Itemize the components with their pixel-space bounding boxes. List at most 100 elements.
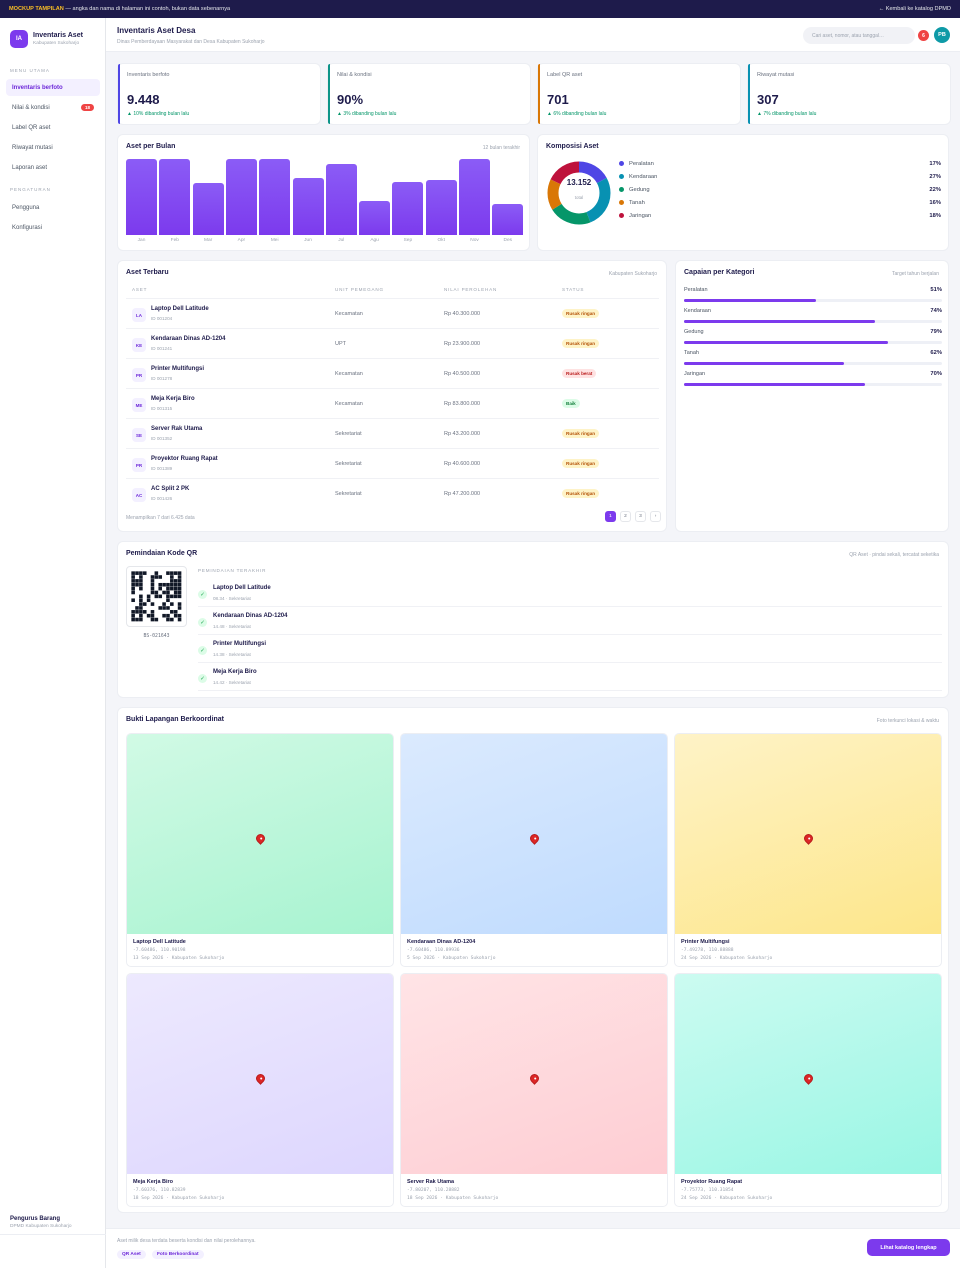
sidebar-item-pengguna[interactable]: Pengguna [12, 204, 40, 211]
progress-track [684, 362, 942, 365]
stat-value: 9.448 [127, 92, 160, 107]
photo-card[interactable]: Printer Multifungsi -7.49278, 110.88888 24… [674, 733, 942, 967]
qr-module [177, 575, 182, 579]
progress-subtitle: Target tahun berjalan [892, 271, 939, 277]
legend-swatch [619, 213, 624, 218]
sidebar-item-riwayat-mutasi[interactable]: Riwayat mutasi [12, 144, 53, 151]
asset-unit: Kecamatan [335, 401, 363, 407]
notification-badge[interactable]: 6 [918, 30, 929, 41]
map-pin-icon [802, 832, 815, 845]
photo-coordinates: -7.80207, 110.28882 [407, 1188, 460, 1193]
sidebar-item-inventaris-berfoto[interactable]: Inventaris berfoto [6, 79, 100, 96]
qr-module [142, 610, 147, 614]
progress-track [684, 383, 942, 386]
bar [225, 159, 257, 235]
legend-percent: 18% [929, 213, 941, 219]
qr-module [154, 575, 159, 579]
sidebar-item-laporan-aset[interactable]: Laporan aset [12, 164, 48, 171]
legend-swatch [619, 174, 624, 179]
qr-module [135, 571, 139, 575]
qr-module [177, 586, 182, 591]
progress-title: Capaian per Kategori [684, 269, 755, 276]
scan-item[interactable]: ✓ Meja Kerja Biro 14.42 · Sekretariat [198, 663, 942, 691]
back-to-catalog-link[interactable]: ← Kembali ke katalog DPMD [878, 6, 951, 12]
asset-unit: Kecamatan [335, 371, 363, 377]
search-input[interactable] [803, 27, 915, 44]
qr-module [177, 606, 182, 610]
photo-card[interactable]: Meja Kerja Biro -7.60376, 110.82839 18 Sep… [126, 973, 394, 1207]
asset-id: ID 001389 [151, 466, 173, 471]
asset-initials: ME [132, 398, 146, 412]
table-row[interactable]: ME Meja Kerja Biro ID 001315 Kecamatan Rp 83… [126, 388, 659, 418]
qr-module [131, 579, 135, 583]
table-title: Aset Terbaru [126, 269, 169, 276]
asset-id: ID 001352 [151, 436, 173, 441]
x-tick-label: Mei [270, 238, 279, 243]
sidebar-item-label-qr[interactable]: Label QR aset [12, 124, 51, 131]
status-badge: Rusak ringan [562, 309, 600, 318]
photo-card[interactable]: Proyektor Ruang Rapat -7.75773, 110.31854… [674, 973, 942, 1207]
donut-slice [547, 161, 611, 225]
table-row[interactable]: PR Proyektor Ruang Rapat ID 001389 Sekretar… [126, 448, 659, 478]
view-catalog-button[interactable]: Lihat katalog lengkap [867, 1239, 950, 1256]
bar [492, 203, 524, 235]
donut-center: 13.152 total [545, 159, 613, 227]
qr-module [146, 594, 151, 599]
legend-item: Kendaraan 27% [619, 174, 941, 180]
asset-initials: PR [132, 458, 146, 472]
page-button[interactable]: 2 [620, 511, 631, 522]
photo-card[interactable]: Kendaraan Dinas AD-1204 -7.60486, 110.899… [400, 733, 668, 967]
qr-module [162, 602, 166, 606]
photo-card[interactable]: Laptop Dell Latitude -7.60486, 110.90198 1… [126, 733, 394, 967]
table-row[interactable]: PR Printer Multifungsi ID 001278 Kecamatan R… [126, 358, 659, 388]
legend-percent: 22% [929, 187, 941, 193]
scan-asset-name: Laptop Dell Latitude [213, 585, 271, 591]
page-button[interactable]: 3 [635, 511, 646, 522]
nav-section-settings: PENGATURAN [10, 187, 51, 192]
scan-item[interactable]: ✓ Kendaraan Dinas AD-1204 14.48 · Sekretar… [198, 607, 942, 635]
scan-item[interactable]: ✓ Printer Multifungsi 14.38 · Sekretariat [198, 635, 942, 663]
stat-card: Label QR aset 701 ▲ 6% dibanding bulan lal… [537, 63, 741, 125]
qr-code-label: BS-021643 [143, 634, 170, 639]
table-row[interactable]: KE Kendaraan Dinas AD-1204 ID 001241 UPT Rp … [126, 328, 659, 358]
bar [325, 164, 357, 235]
table-row[interactable]: SE Server Rak Utama ID 001352 Sekretariat Rp… [126, 418, 659, 448]
qr-module [131, 610, 135, 614]
page-subtitle: Dinas Pemberdayaan Masyarakat dan Desa K… [117, 39, 265, 45]
donut-total-label: total [574, 195, 584, 200]
qr-module [158, 606, 163, 610]
progress-percent: 62% [930, 350, 942, 356]
qr-module [173, 586, 178, 591]
photo-card[interactable]: Server Rak Utama -7.80207, 110.28882 18 Se… [400, 973, 668, 1207]
qr-module [131, 571, 135, 575]
asset-name: AC Split 2 PK [151, 486, 190, 492]
scan-item[interactable]: ✓ Laptop Dell Latitude 08.34 · Sekretariat [198, 579, 942, 607]
brand-logo: IA [10, 30, 28, 48]
qr-module [131, 598, 135, 603]
table-region: Kabupaten Sukoharjo [608, 271, 657, 277]
avatar[interactable]: PB [934, 27, 950, 43]
stat-accent [538, 64, 540, 124]
stat-label: Inventaris berfoto [127, 72, 170, 78]
page-button[interactable]: 1 [605, 511, 616, 522]
asset-id: ID 001426 [151, 496, 173, 501]
asset-value: Rp 40.500.000 [444, 371, 481, 377]
mockup-banner: MOCKUP TAMPILAN — angka dan nama di hala… [0, 0, 960, 18]
asset-value: Rp 40.300.000 [444, 311, 481, 317]
scan-meta: 14.48 · Sekretariat [213, 624, 251, 629]
legend-name: Peralatan [629, 161, 654, 168]
photo-image [675, 734, 941, 934]
table-row[interactable]: AC AC Split 2 PK ID 001426 Sekretariat Rp 47… [126, 478, 659, 508]
qr-module [146, 598, 151, 603]
x-tick-label: Jul [338, 238, 345, 243]
progress-label: Gedung [684, 329, 704, 335]
x-tick-label: Des [503, 238, 513, 243]
sidebar-item-konfigurasi[interactable]: Konfigurasi [12, 224, 43, 231]
asset-initials: SE [132, 428, 146, 442]
sidebar-item-nilai-kondisi[interactable]: Nilai & kondisi 18 [6, 99, 100, 116]
stat-accent [328, 64, 330, 124]
table-row[interactable]: LA Laptop Dell Latitude ID 001204 Kecamatan… [126, 298, 659, 328]
qr-module [131, 613, 135, 618]
page-button[interactable]: › [650, 511, 661, 522]
qr-subtitle: QR Aset · pindai sekali, tercatat seketi… [849, 552, 939, 558]
